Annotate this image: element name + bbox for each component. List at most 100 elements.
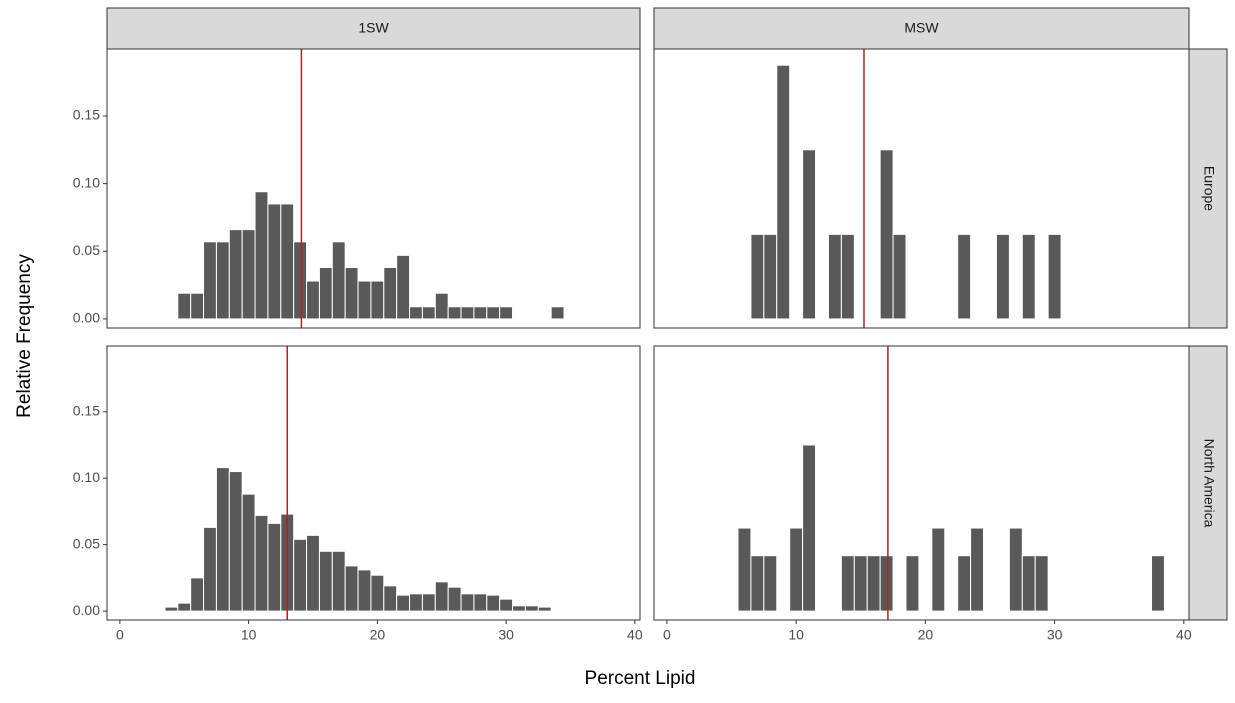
panel-background (654, 49, 1189, 328)
bar (318, 550, 333, 612)
bar (344, 565, 359, 612)
bar (840, 555, 855, 612)
bar (995, 233, 1010, 320)
bar (789, 527, 804, 612)
bar (190, 577, 205, 612)
bar (473, 593, 488, 612)
bar (840, 233, 855, 320)
bar (215, 241, 230, 320)
bar (293, 241, 308, 320)
bar (409, 593, 423, 612)
bar (957, 233, 972, 320)
bar (344, 267, 359, 320)
bar (1021, 555, 1036, 612)
bar (473, 306, 488, 320)
bar (460, 306, 475, 320)
bar (750, 233, 765, 320)
y-tick-label: 0.15 (73, 402, 100, 418)
bar (970, 527, 985, 612)
strip (653, 7, 1190, 50)
bar (357, 569, 372, 612)
strip (1188, 345, 1228, 621)
bar (267, 203, 282, 320)
bar (1034, 555, 1049, 612)
strip-label: Europe (1201, 166, 1217, 211)
x-tick-label: 30 (498, 627, 514, 643)
bar (879, 149, 894, 320)
bar (1021, 233, 1036, 320)
strip-label: 1SW (358, 20, 389, 36)
y-tick-label: 0.05 (73, 535, 100, 551)
bar (499, 306, 514, 320)
bar (447, 586, 462, 612)
bar (370, 574, 385, 612)
y-tick-label: 0.00 (73, 602, 100, 618)
x-tick-label: 0 (116, 627, 124, 643)
bar (866, 555, 881, 612)
panel-border (106, 48, 641, 329)
y-tick-label: 0.00 (73, 310, 100, 326)
bar (396, 254, 411, 320)
bar (228, 471, 243, 612)
x-axis-title: Percent Lipid (585, 668, 696, 689)
bar (750, 555, 765, 612)
bar (486, 306, 501, 320)
bar (254, 514, 269, 612)
bar (763, 555, 778, 612)
bar (421, 593, 436, 612)
bar (512, 605, 526, 612)
bar (177, 602, 192, 612)
bar (1151, 555, 1165, 612)
bar (737, 527, 752, 612)
bar (164, 606, 179, 612)
y-axis-title: Relative Frequency (14, 254, 35, 418)
bar (524, 605, 539, 612)
x-tick-label: 20 (370, 627, 386, 643)
bar (892, 233, 907, 320)
bar (241, 229, 256, 320)
bar (357, 280, 372, 320)
bar (331, 550, 346, 612)
bar (203, 241, 217, 320)
bar (177, 292, 192, 320)
bar (853, 555, 868, 612)
bar (434, 581, 449, 612)
x-tick-label: 40 (1176, 627, 1192, 643)
bar (190, 292, 205, 320)
bar (254, 191, 269, 320)
x-tick-label: 30 (1047, 627, 1063, 643)
x-tick-label: 0 (663, 627, 671, 643)
bar (879, 555, 894, 612)
y-tick-label: 0.05 (73, 242, 100, 258)
bar (306, 280, 320, 320)
bar (383, 585, 398, 612)
bar (802, 149, 817, 320)
bar (802, 444, 817, 612)
bar (827, 233, 842, 320)
bar (550, 306, 565, 320)
strip (106, 7, 641, 50)
bar (383, 267, 398, 320)
bar (1008, 527, 1023, 612)
bar (460, 593, 475, 612)
panel-background (654, 346, 1189, 620)
strip-label: MSW (904, 20, 939, 36)
bar (370, 280, 385, 320)
bar (486, 594, 501, 612)
bar (499, 598, 514, 612)
bar (306, 534, 320, 612)
bar (396, 594, 411, 612)
x-tick-label: 20 (918, 627, 934, 643)
bar (776, 64, 791, 320)
bar (537, 606, 552, 612)
y-tick-label: 0.10 (73, 469, 100, 485)
bar (957, 555, 972, 612)
strip (1188, 48, 1228, 329)
bar (905, 555, 920, 612)
bar (215, 467, 230, 612)
bar (931, 527, 946, 612)
bar (331, 241, 346, 320)
x-tick-label: 10 (241, 627, 257, 643)
bar (434, 292, 449, 320)
